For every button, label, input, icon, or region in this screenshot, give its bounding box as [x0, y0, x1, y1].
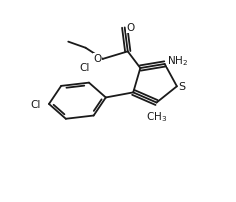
Text: Cl: Cl [80, 63, 90, 73]
Text: O: O [127, 23, 135, 33]
Text: O: O [94, 54, 102, 64]
Text: CH$_3$: CH$_3$ [146, 110, 167, 124]
Text: Cl: Cl [31, 99, 41, 109]
Text: S: S [178, 82, 185, 92]
Text: NH$_2$: NH$_2$ [167, 54, 189, 67]
